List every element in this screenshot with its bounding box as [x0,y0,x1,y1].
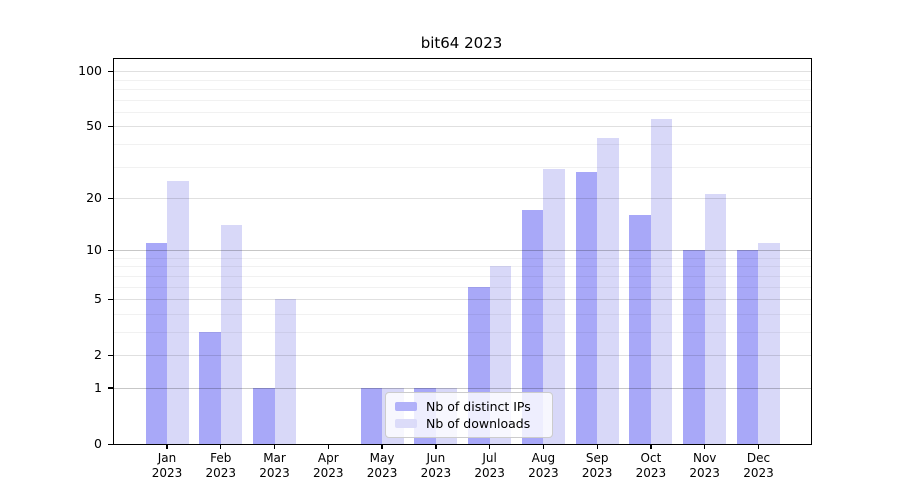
gridline-60 [114,111,811,113]
bar-distinct-ips [736,250,759,444]
gridline-30 [114,166,811,168]
y-tick-label-100: 100 [78,63,102,79]
x-tick-sep [596,444,598,449]
x-tick-label-nov: Nov 2023 [689,451,720,480]
gridline-8 [114,266,811,268]
legend-item-distinct-ips: Nb of distinct IPs [395,399,543,414]
x-tick-jul [489,444,491,449]
bar-distinct-ips [199,332,221,444]
bar-downloads [220,225,243,444]
x-tick-label-jul: Jul 2023 [474,451,505,480]
y-tick-label-5: 5 [94,291,102,307]
gridline-70 [114,99,811,101]
bar-downloads [274,299,297,444]
y-tick-label-1: 1 [94,379,102,395]
x-tick-jan [166,444,168,449]
y-tick-label-50: 50 [86,118,102,134]
y-tick-1 [108,387,113,389]
x-tick-label-sep: Sep 2023 [581,451,613,480]
bar-distinct-ips [575,171,598,444]
gridline-4 [114,313,811,315]
x-tick-mar [273,444,276,449]
y-tick-label-2: 2 [94,347,102,363]
legend-label-downloads: Nb of downloads [426,416,531,431]
legend-swatch-distinct-ips [395,402,417,411]
gridline-100 [114,71,811,73]
gridline-1 [114,387,811,389]
bar-distinct-ips [683,250,705,444]
y-tick-20 [108,197,113,199]
bar-distinct-ips [145,243,167,444]
bar-downloads [704,194,727,444]
gridline-2 [114,355,811,357]
gridline-80 [114,88,811,90]
bar-downloads [543,169,565,444]
gridline-40 [114,143,811,145]
bar-downloads [758,243,780,444]
bar-distinct-ips [360,388,383,444]
y-tick-0 [108,443,113,445]
x-tick-label-oct: Oct 2023 [635,451,667,480]
x-tick-aug [542,444,545,449]
gridline-90 [114,79,811,81]
x-tick-label-jan: Jan 2023 [151,451,183,480]
gridline-6 [114,286,811,288]
x-tick-label-feb: Feb 2023 [205,451,237,480]
y-tick-5 [108,298,113,301]
y-tick-2 [108,354,113,357]
legend-item-downloads: Nb of downloads [395,416,543,431]
x-tick-label-dec: Dec 2023 [743,451,774,480]
x-tick-label-apr: Apr 2023 [313,451,344,480]
x-tick-label-may: May 2023 [366,451,398,480]
bar-distinct-ips [521,210,544,444]
gridline-7 [114,275,811,277]
bar-downloads [650,118,673,444]
bar-distinct-ips [253,388,275,444]
y-tick-50 [108,125,113,128]
gridline-9 [114,257,811,259]
gridline-5 [114,299,811,301]
y-tick-label-20: 20 [86,190,102,205]
gridline-10 [114,250,811,252]
x-tick-may [381,444,383,449]
x-tick-label-aug: Aug 2023 [528,451,559,480]
y-tick-10 [108,249,113,252]
x-tick-nov [704,444,706,449]
y-tick-label-0: 0 [94,436,102,451]
legend-swatch-downloads [395,419,417,428]
gridline-50 [114,126,811,128]
x-tick-label-jun: Jun 2023 [420,451,452,480]
plot-area: Nb of distinct IPs Nb of downloads 0 1 2 5 1… [78,58,812,480]
bar-distinct-ips [629,215,651,444]
legend-label-distinct-ips: Nb of distinct IPs [426,399,531,414]
y-tick-label-10: 10 [86,242,102,258]
x-tick-dec [757,444,760,449]
y-tick-100 [108,70,113,72]
x-tick-apr [327,444,329,449]
x-tick-jun [435,444,437,449]
legend: Nb of distinct IPs Nb of downloads [385,392,553,438]
bar-downloads [167,180,189,444]
chart-title: bit64 2023 [420,34,503,52]
gridline-20 [114,198,811,199]
gridline-3 [114,331,811,333]
x-tick-oct [650,444,652,449]
x-tick-feb [220,444,222,449]
bar-downloads [597,138,619,444]
x-tick-label-mar: Mar 2023 [259,451,290,480]
